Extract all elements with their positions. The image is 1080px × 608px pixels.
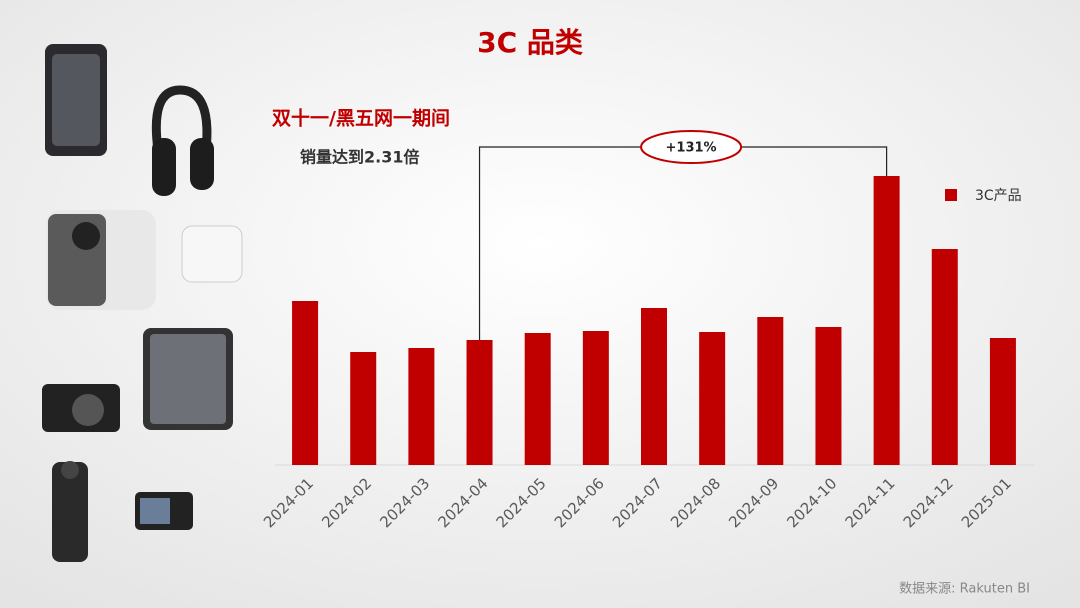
- bar: [582, 331, 609, 465]
- subtitle: 双十一/黑五网一期间: [272, 107, 450, 130]
- annotation-ellipse: [640, 130, 743, 164]
- bar: [408, 348, 435, 465]
- product-images: [42, 44, 243, 562]
- bar: [524, 333, 551, 465]
- annotation-text: +131%: [666, 141, 717, 156]
- bar: [466, 340, 493, 465]
- bar: [350, 352, 377, 465]
- bar: [699, 332, 726, 465]
- chart-title: 3C 品类: [477, 26, 583, 59]
- legend-swatch: [945, 189, 957, 201]
- bar: [815, 327, 842, 465]
- note: 销量达到2.31倍: [300, 148, 419, 167]
- source: 数据来源: Rakuten BI: [899, 582, 1030, 597]
- bar: [873, 176, 900, 465]
- bar: [292, 301, 319, 465]
- bar: [641, 308, 667, 465]
- legend-label: 3C产品: [975, 188, 1022, 204]
- bar: [931, 249, 958, 465]
- bar: [989, 338, 1016, 465]
- bar: [757, 317, 784, 465]
